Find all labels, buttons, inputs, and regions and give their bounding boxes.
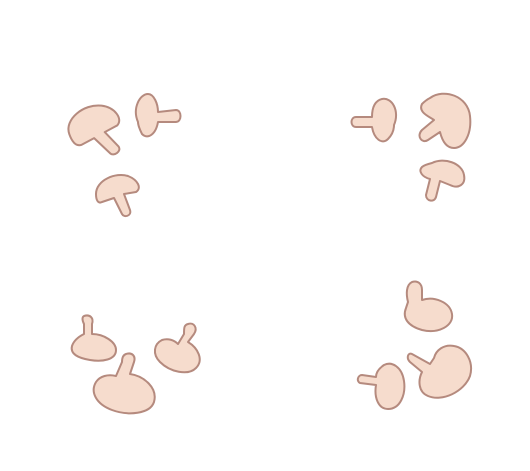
- mushroom-icon: [88, 350, 163, 420]
- mushroom-icon: [130, 90, 185, 145]
- mushroom-icon: [398, 278, 458, 338]
- mushroom-icon: [348, 95, 403, 150]
- mushroom-icon: [148, 318, 208, 378]
- mushroom-icon: [404, 336, 476, 406]
- mushroom-icon: [64, 100, 134, 162]
- mushroom-icon: [354, 355, 414, 415]
- mushroom-icon: [410, 88, 475, 158]
- mushroom-icon: [92, 170, 147, 225]
- mushroom-icon: [414, 155, 469, 210]
- mushroom-icon: [68, 312, 123, 367]
